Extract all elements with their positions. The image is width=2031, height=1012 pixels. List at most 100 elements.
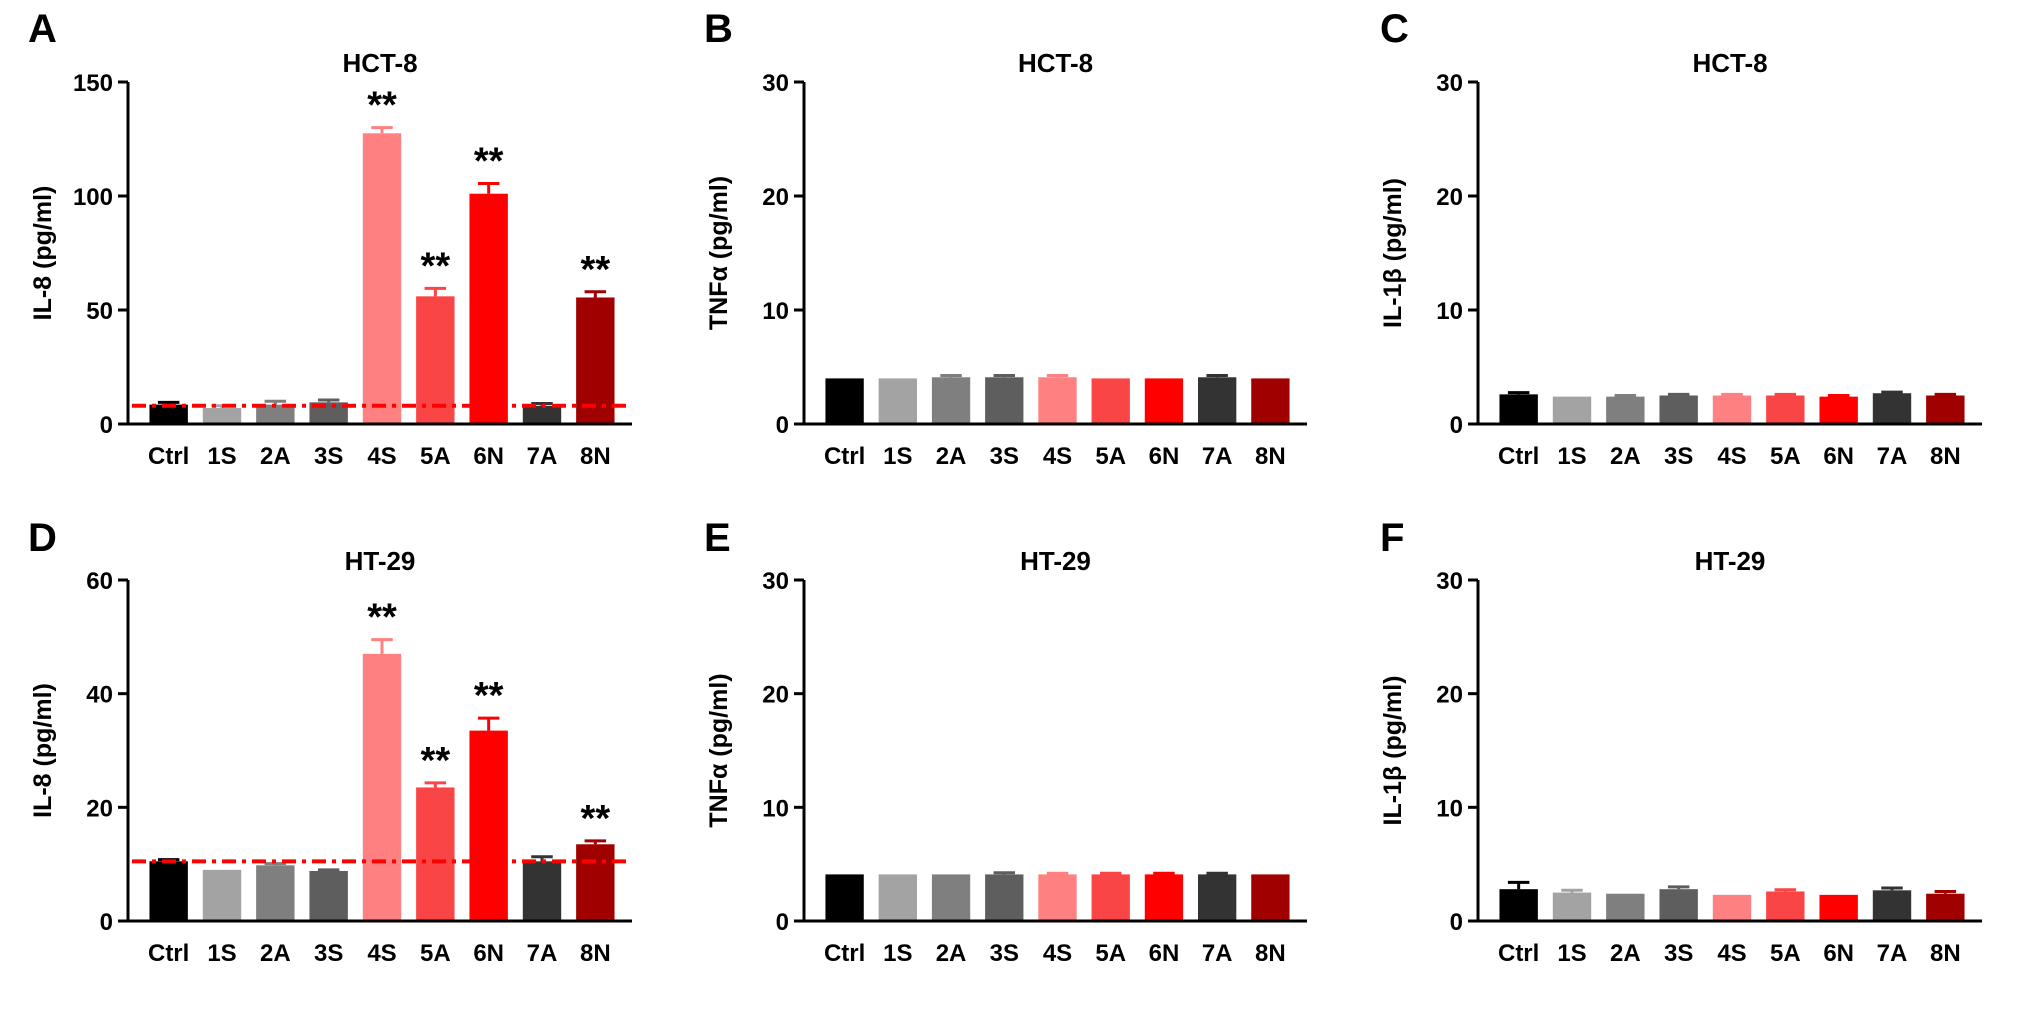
bar [309,870,348,921]
significance-marker: ** [367,85,397,127]
bar [1552,892,1592,921]
bar [985,377,1024,424]
bar [522,861,562,921]
bar [1038,377,1077,424]
y-axis-label: IL-8 (pg/ml) [29,683,57,818]
y-tick-label: 100 [73,184,113,211]
category-label: 4S [367,940,396,967]
bar [362,133,402,425]
y-tick-label: 0 [100,412,113,439]
y-tick-label: 20 [1436,184,1463,211]
bar [416,296,455,424]
category-label: 8N [580,940,611,967]
category-label: 2A [936,940,967,967]
bar [202,408,242,424]
category-label: Ctrl [148,940,189,967]
category-label: 3S [1664,940,1693,967]
category-label: 6N [1149,940,1180,967]
category-label: 7A [1202,443,1233,470]
y-tick-label: 30 [762,70,789,97]
y-axis-label: IL-1β (pg/ml) [1379,178,1407,328]
category-label: 4S [1043,940,1072,967]
y-tick-label: 40 [86,682,113,709]
bar [878,378,917,424]
category-label: Ctrl [824,443,865,470]
category-label: 7A [1877,443,1908,470]
category-label: 2A [1610,940,1641,967]
category-label: 3S [314,443,343,470]
panel-letter: D [28,516,57,560]
panel-letter: E [704,516,731,560]
category-label: Ctrl [1498,940,1539,967]
y-tick-label: 20 [762,184,789,211]
bar [1872,890,1912,921]
panel-b: B HCT-8 TNFα (pg/ml) Ctrl 1S 2A 3S 4S 5A 6N 7A 8N 0 1… [704,7,1307,470]
bar [469,193,508,424]
category-label: 3S [1664,443,1693,470]
bar [931,874,971,921]
y-axis-label: TNFα (pg/ml) [705,673,733,827]
significance-marker: ** [474,675,504,717]
bar [1091,378,1130,424]
y-tick-label: 60 [86,568,113,595]
panel-c: C HCT-8 IL-1β (pg/ml) Ctrl 1S 2A 3S 4S 5A 6N 7A 8N 0… [1379,7,1982,470]
category-label: 6N [1823,940,1854,967]
category-label: 5A [1095,443,1126,470]
category-label: Ctrl [824,940,865,967]
category-label: 8N [1255,443,1286,470]
bar [576,297,615,424]
bar [362,653,402,921]
category-label: 8N [1930,443,1961,470]
y-tick-label: 20 [1436,682,1463,709]
chart-title: HCT-8 [1692,48,1767,78]
significance-marker: ** [474,140,504,182]
category-label: 4S [1043,443,1072,470]
category-label: 5A [420,443,451,470]
bar [1038,874,1077,921]
y-tick-label: 0 [776,909,789,936]
category-label: 8N [1930,940,1961,967]
bar [256,865,295,921]
category-label: 1S [883,940,912,967]
bar [931,377,971,424]
category-label: 7A [1877,940,1908,967]
category-label: 6N [473,940,504,967]
y-axis-label: IL-8 (pg/ml) [29,186,57,321]
panel-a: A HCT-8 IL-8 (pg/ml) Ctrl 1S 2A 3S ** 4S ** 5A ** 6N… [28,7,632,470]
bar [149,861,188,921]
category-label: 7A [1202,940,1233,967]
category-label: 7A [527,443,558,470]
bar [1606,893,1645,921]
category-label: 7A [527,940,558,967]
category-label: 2A [260,940,291,967]
bar [878,874,917,921]
y-tick-label: 50 [86,298,113,325]
category-label: 1S [207,443,236,470]
y-tick-label: 20 [86,795,113,822]
significance-marker: ** [581,798,611,840]
category-label: 8N [580,443,611,470]
y-tick-label: 30 [762,568,789,595]
bar [985,874,1024,921]
chart-title: HT-29 [345,546,416,576]
bar [1091,874,1130,921]
significance-marker: ** [421,740,451,782]
y-tick-label: 0 [100,909,113,936]
significance-marker: ** [581,249,611,291]
category-label: 3S [314,940,343,967]
significance-marker: ** [421,245,451,287]
bar [1144,874,1184,921]
chart-title: HT-29 [1020,546,1091,576]
category-label: 2A [260,443,291,470]
bar [576,844,615,921]
y-tick-label: 0 [1450,909,1463,936]
category-label: 1S [1557,940,1586,967]
chart-title: HCT-8 [1018,48,1093,78]
bar [202,869,242,921]
category-label: 4S [367,443,396,470]
bar [1872,393,1912,424]
panel-e: E HT-29 TNFα (pg/ml) Ctrl 1S 2A 3S 4S 5A 6N 7A 8N 0 1… [704,516,1307,967]
category-label: 5A [1095,940,1126,967]
category-label: 4S [1717,443,1746,470]
bar [1926,893,1965,921]
